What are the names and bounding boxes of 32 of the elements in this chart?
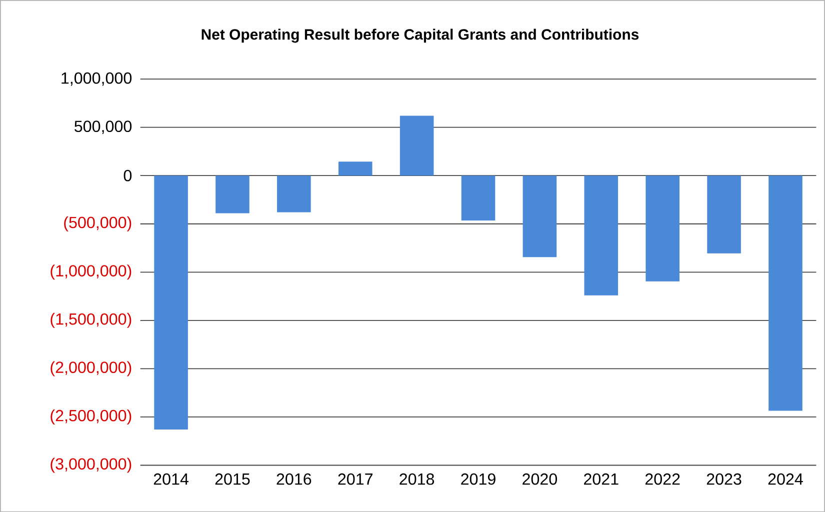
- bar: [216, 175, 250, 214]
- x-tick-label: 2015: [215, 473, 250, 485]
- x-tick-label: 2021: [584, 473, 618, 485]
- x-tick-label: 2016: [276, 473, 312, 485]
- chart-title: Net Operating Result before Capital Grants and Contributions: [202, 28, 639, 43]
- y-tick-label: (2,500,000): [50, 409, 132, 424]
- bar: [400, 116, 434, 176]
- y-tick-label: (500,000): [64, 216, 132, 232]
- x-tick-label: 2019: [461, 473, 496, 485]
- x-tick-label: 2024: [768, 473, 803, 485]
- bar: [338, 161, 372, 176]
- bar: [707, 175, 741, 254]
- y-tick-label: 0: [124, 170, 132, 182]
- bar: [461, 175, 496, 220]
- y-tick-label: (2,000,000): [50, 361, 132, 376]
- bar: [522, 175, 557, 258]
- x-tick-label: 2023: [706, 473, 742, 485]
- y-tick-label: 500,000: [74, 120, 132, 134]
- y-tick-label: 1,000,000: [62, 72, 132, 86]
- y-tick-label: (3,000,000): [50, 458, 132, 473]
- bar: [768, 175, 802, 411]
- bar: [584, 175, 618, 296]
- x-tick-label: 2020: [522, 473, 558, 485]
- bar: [646, 175, 680, 282]
- x-tick-label: 2014: [154, 473, 188, 485]
- y-tick-label: (1,500,000): [50, 312, 132, 328]
- bar: [154, 175, 188, 430]
- bar: [277, 175, 311, 212]
- x-tick-label: 2018: [400, 473, 434, 485]
- y-tick-label: (1,000,000): [50, 264, 132, 280]
- x-tick-label: 2017: [338, 473, 372, 485]
- x-tick-label: 2022: [645, 473, 680, 485]
